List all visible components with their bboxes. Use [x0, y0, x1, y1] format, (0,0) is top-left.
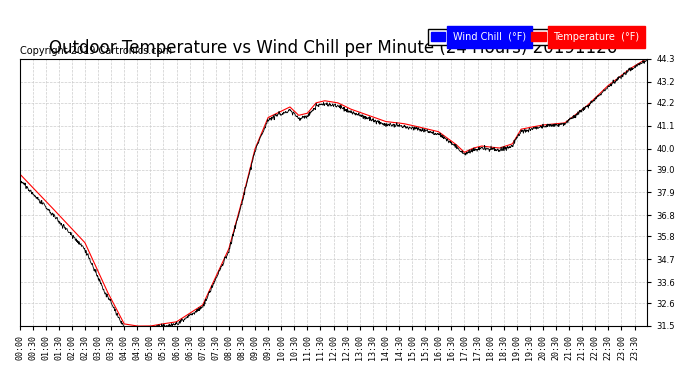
Legend: Wind Chill  (°F), Temperature  (°F): Wind Chill (°F), Temperature (°F): [428, 29, 642, 45]
Text: Copyright 2019 Cartronics.com: Copyright 2019 Cartronics.com: [19, 46, 172, 56]
Title: Outdoor Temperature vs Wind Chill per Minute (24 Hours) 20191126: Outdoor Temperature vs Wind Chill per Mi…: [49, 39, 618, 57]
